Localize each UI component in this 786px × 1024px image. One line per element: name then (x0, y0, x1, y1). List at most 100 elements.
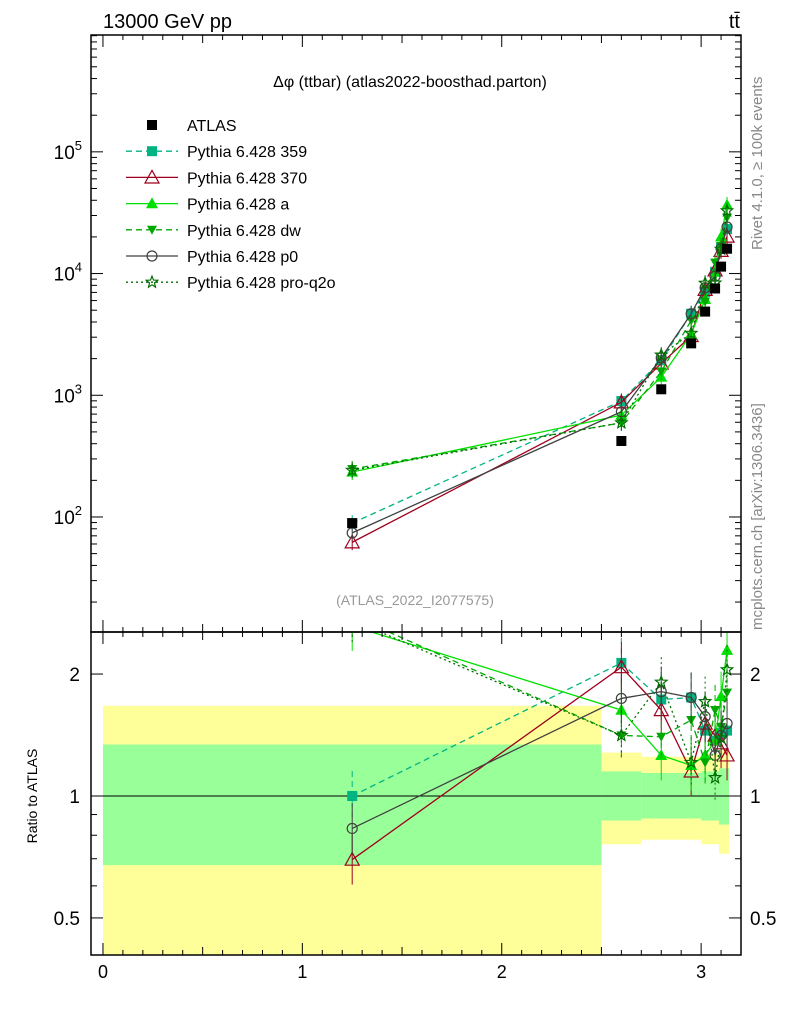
series-370 (344, 228, 736, 551)
ratio-point (719, 662, 735, 676)
plot-title: Δφ (ttbar) (atlas2022-boosthad.parton) (273, 74, 547, 91)
ratio-point (655, 686, 667, 698)
data-point (721, 221, 733, 233)
ratio-series (347, 614, 735, 803)
ratio-series (346, 666, 733, 854)
data-point (685, 308, 697, 320)
y-tick-label: 102 (54, 503, 82, 529)
legend-entry: Pythia 6.428 370 (126, 169, 307, 187)
data-point (700, 297, 711, 307)
series-line (351, 228, 728, 524)
legend-marker (147, 146, 157, 157)
legend-label: Pythia 6.428 p0 (187, 249, 298, 266)
legend-entry: Pythia 6.428 a (126, 197, 289, 214)
ratio-tick-label: 2 (69, 665, 80, 686)
series-line (352, 210, 728, 471)
series-line (352, 204, 728, 473)
ratio-line (378, 632, 728, 778)
data-point (656, 367, 667, 377)
series-359 (347, 221, 733, 532)
rivet-version-label: Rivet 4.1.0, ≥ 100k events (749, 77, 766, 250)
ratio-tick-label-right: 1 (750, 787, 761, 808)
legend-entry: Pythia 6.428 359 (126, 144, 307, 161)
series-line (351, 226, 728, 534)
ratio-point (344, 851, 361, 866)
x-tick-label: 2 (497, 962, 507, 982)
ratio-tick-label: 0.5 (54, 909, 80, 930)
legend-entry: Pythia 6.428 dw (126, 223, 301, 240)
legend-entry: Pythia 6.428 p0 (126, 249, 298, 266)
ratio-point (346, 822, 358, 835)
legend-label: Pythia 6.428 pro-q2o (187, 275, 336, 292)
ratio-point (685, 691, 697, 704)
legend-entry: Pythia 6.428 pro-q2o (126, 274, 336, 292)
legend-label: ATLAS (187, 118, 237, 135)
ratio-point (347, 614, 358, 625)
data-point (344, 462, 360, 477)
axes: 0 1 2 3 102 103 104 105 0.5 0.5 1 1 2 2 (54, 34, 776, 982)
legend-marker (147, 225, 157, 235)
x-tick-label: 0 (98, 962, 108, 982)
ratio-point (710, 706, 721, 716)
atlas-data-point (710, 283, 721, 294)
x-tick-label: 1 (297, 962, 307, 982)
ratio-line (351, 690, 728, 830)
process-label: tt̄ (729, 11, 741, 33)
ratio-frame (90, 631, 742, 956)
atlas-data-point (700, 306, 711, 317)
data-point (614, 415, 629, 430)
ratio-point (683, 754, 699, 769)
data-point (344, 534, 361, 549)
legend-marker (143, 169, 161, 184)
atlas-data-point (722, 243, 733, 254)
legend-marker (146, 250, 158, 262)
ratio-point (709, 749, 721, 761)
ratio-point (721, 717, 733, 730)
atlas-data-point (616, 435, 627, 446)
series-line (351, 236, 728, 543)
atlas-data-point (686, 338, 697, 349)
ratio-y-label: Ratio to ATLAS (24, 749, 40, 844)
ratio-point (347, 621, 357, 630)
series-p0 (346, 218, 733, 541)
legend-marker (145, 197, 159, 209)
mcplots-label: mcplots.cern.ch [arXiv:1306.3436] (749, 403, 766, 630)
ratio-point (653, 674, 669, 689)
y-tick-label: 104 (54, 260, 82, 286)
ratio-point (656, 732, 667, 742)
ratio-point (615, 692, 627, 705)
analysis-id-label: (ATLAS_2022_I2077575) (336, 592, 494, 608)
series-pro-q2o (344, 202, 735, 479)
legend-marker (144, 274, 160, 289)
x-tick-label: 3 (696, 962, 706, 982)
y-tick-label: 103 (54, 381, 82, 407)
atlas-data-point (716, 261, 727, 272)
ratio-point (613, 658, 630, 674)
legend-label: Pythia 6.428 370 (187, 170, 307, 187)
y-tick-label: 105 (54, 138, 82, 164)
ratio-tick-label-right: 2 (750, 665, 761, 686)
data-point (719, 203, 735, 217)
ratio-point (614, 727, 629, 742)
uncertainty-bands (91, 705, 741, 955)
legend: ATLAS Pythia 6.428 359 Pythia 6.428 370 Pyt… (126, 118, 336, 292)
atlas-data-point (347, 518, 358, 529)
ratio-tick-label-right: 0.5 (750, 909, 776, 930)
atlas-data-point (656, 384, 667, 395)
beam-label: 13000 GeV pp (103, 11, 232, 33)
ratio-point (700, 758, 711, 768)
ratio-tick-label: 1 (69, 787, 80, 808)
ratio-point (347, 790, 358, 801)
ratio-point (697, 693, 713, 708)
legend-label: Pythia 6.428 359 (187, 144, 307, 161)
legend-label: Pythia 6.428 dw (187, 223, 301, 240)
ratio-point (715, 690, 728, 702)
ratio-point (713, 730, 729, 745)
legend-marker (147, 120, 157, 130)
data-point (683, 325, 699, 340)
data-point (710, 258, 721, 268)
legend-label: Pythia 6.428 a (187, 197, 289, 214)
ratio-point (707, 769, 723, 784)
data-point (653, 347, 669, 362)
